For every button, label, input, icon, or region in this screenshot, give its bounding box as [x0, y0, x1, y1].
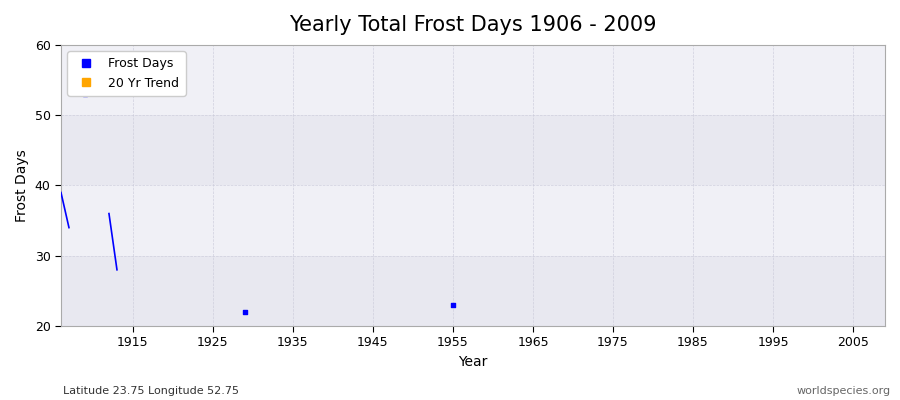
Point	[446, 302, 460, 308]
Bar	[61, 115, 885, 186]
Bar	[61, 256, 885, 326]
Bar	[61, 186, 885, 256]
Text: worldspecies.org: worldspecies.org	[796, 386, 891, 396]
Text: Latitude 23.75 Longitude 52.75: Latitude 23.75 Longitude 52.75	[63, 386, 239, 396]
Bar	[61, 45, 885, 115]
Title: Yearly Total Frost Days 1906 - 2009: Yearly Total Frost Days 1906 - 2009	[289, 15, 657, 35]
X-axis label: Year: Year	[458, 355, 488, 369]
Point	[77, 91, 92, 97]
Y-axis label: Frost Days: Frost Days	[15, 149, 29, 222]
Legend: Frost Days, 20 Yr Trend: Frost Days, 20 Yr Trend	[68, 51, 185, 96]
Point	[238, 309, 252, 315]
